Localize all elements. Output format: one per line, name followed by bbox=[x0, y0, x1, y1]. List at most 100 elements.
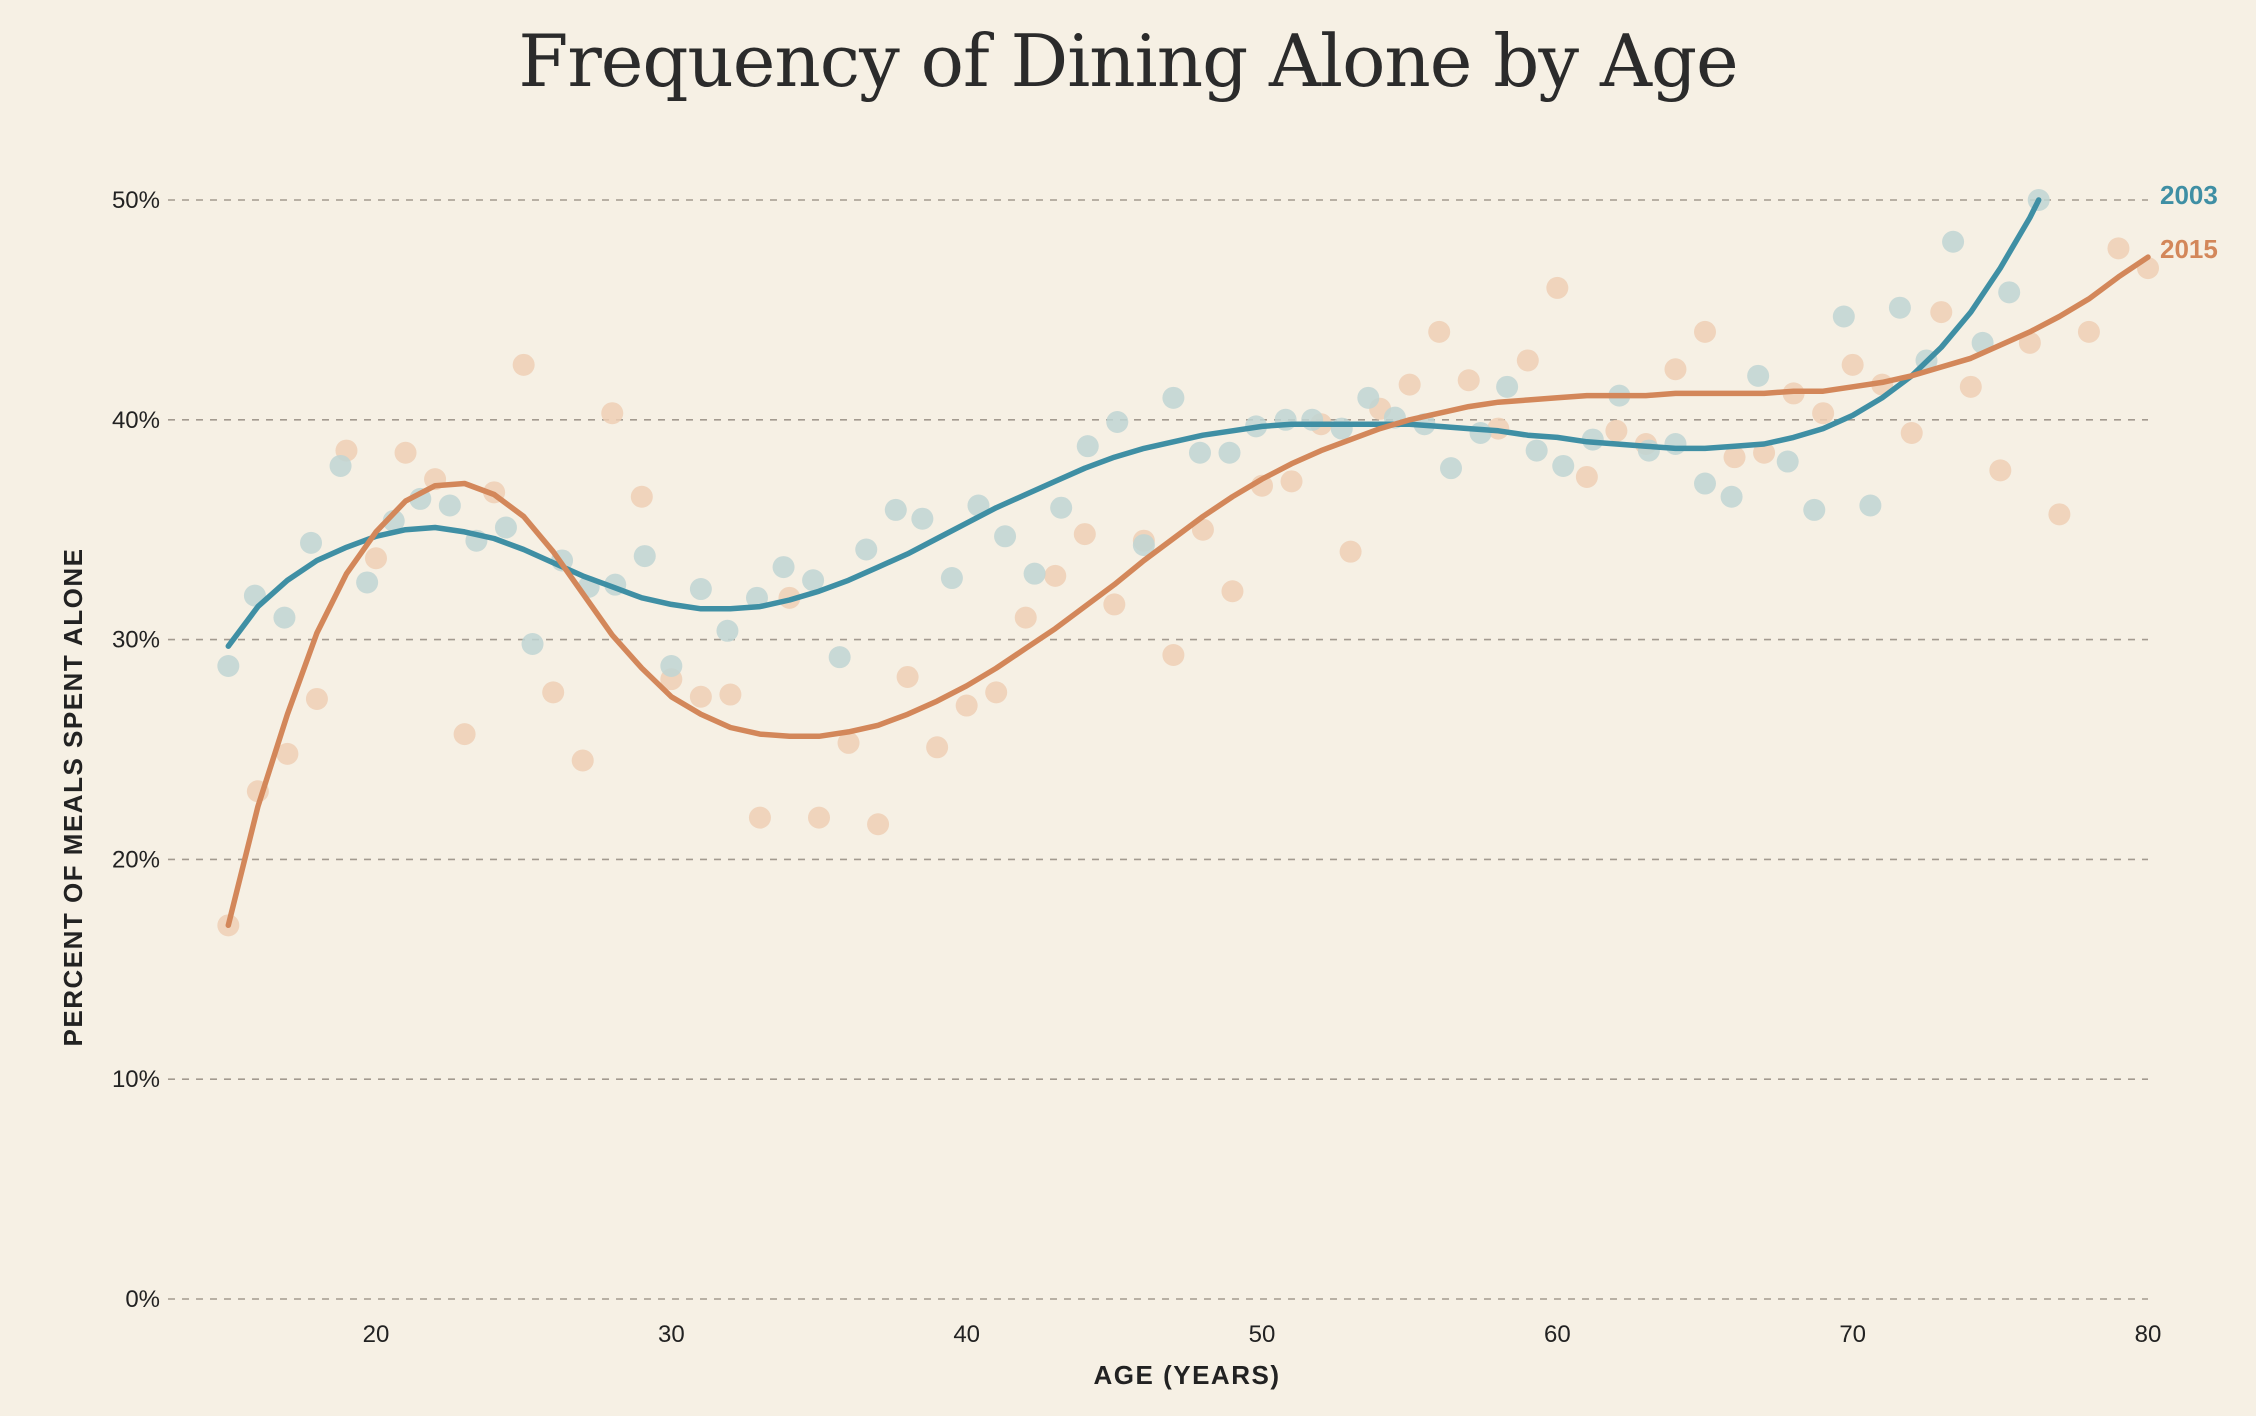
point-2003 bbox=[1050, 496, 1073, 519]
point-2003 bbox=[1552, 454, 1575, 477]
point-2015 bbox=[630, 485, 653, 508]
point-2003 bbox=[494, 516, 517, 539]
point-2003 bbox=[1357, 386, 1380, 409]
point-2015 bbox=[719, 683, 742, 706]
point-2015 bbox=[571, 749, 594, 772]
point-2015 bbox=[1280, 470, 1303, 493]
point-2015 bbox=[1044, 564, 1067, 587]
x-tick-label-40: 40 bbox=[953, 1321, 980, 1348]
point-2003 bbox=[994, 525, 1017, 548]
y-tick-label-20: 20% bbox=[112, 846, 160, 873]
point-2003 bbox=[660, 654, 683, 677]
point-2003 bbox=[828, 646, 851, 669]
point-2015 bbox=[2107, 237, 2130, 260]
point-2015 bbox=[1339, 540, 1362, 563]
point-2003 bbox=[855, 538, 878, 561]
point-2015 bbox=[394, 441, 417, 464]
point-2015 bbox=[1103, 593, 1126, 616]
x-axis-label: AGE (YEARS) bbox=[1094, 1360, 1281, 1390]
trend-line-2015 bbox=[225, 254, 2151, 929]
point-2015 bbox=[1221, 580, 1244, 603]
point-2003 bbox=[1747, 364, 1770, 387]
point-2015 bbox=[1073, 523, 1096, 546]
y-tick-label-10: 10% bbox=[112, 1066, 160, 1093]
point-2003 bbox=[633, 545, 656, 568]
point-2003 bbox=[1888, 296, 1911, 319]
point-2015 bbox=[1428, 320, 1451, 343]
x-tick-label-30: 30 bbox=[658, 1321, 685, 1348]
x-tick-label-80: 80 bbox=[2135, 1321, 2162, 1348]
series-label-2003: 2003 bbox=[2160, 180, 2218, 210]
point-2015 bbox=[453, 723, 476, 746]
point-2015 bbox=[1841, 353, 1864, 376]
point-2015 bbox=[1605, 419, 1628, 442]
point-2003 bbox=[884, 498, 907, 521]
point-2003 bbox=[1525, 439, 1548, 462]
point-2015 bbox=[1989, 459, 2012, 482]
point-2015 bbox=[896, 665, 919, 688]
trend-lines bbox=[225, 197, 2151, 929]
point-2003 bbox=[1218, 441, 1241, 464]
point-2003 bbox=[1832, 305, 1855, 328]
x-tick-label-50: 50 bbox=[1249, 1321, 1276, 1348]
x-tick-label-60: 60 bbox=[1544, 1321, 1571, 1348]
point-2003 bbox=[911, 507, 934, 530]
point-2003 bbox=[689, 578, 712, 601]
point-2015 bbox=[748, 806, 771, 829]
point-2003 bbox=[1664, 432, 1687, 455]
point-2015 bbox=[1457, 369, 1480, 392]
point-2015 bbox=[808, 806, 830, 829]
point-2003 bbox=[1440, 457, 1463, 480]
point-2003 bbox=[1132, 534, 1155, 557]
point-2003 bbox=[1301, 408, 1324, 431]
point-2003 bbox=[356, 571, 379, 594]
point-2003 bbox=[1803, 498, 1826, 521]
point-2015 bbox=[1014, 606, 1037, 629]
point-2015 bbox=[542, 681, 565, 704]
point-2015 bbox=[2048, 503, 2071, 526]
point-2003 bbox=[1942, 230, 1965, 253]
x-tick-label-20: 20 bbox=[363, 1321, 390, 1348]
point-2015 bbox=[837, 731, 860, 754]
point-2015 bbox=[1516, 349, 1539, 372]
point-2015 bbox=[1575, 465, 1598, 488]
point-2003 bbox=[1720, 485, 1743, 508]
point-2003 bbox=[716, 619, 739, 642]
point-2003 bbox=[940, 567, 963, 590]
point-2015 bbox=[2077, 320, 2100, 343]
point-2003 bbox=[217, 654, 240, 677]
point-2015 bbox=[1191, 518, 1214, 541]
point-2003 bbox=[1998, 281, 2021, 304]
y-tick-label-30: 30% bbox=[112, 627, 160, 654]
point-2003 bbox=[1188, 441, 1211, 464]
point-2003 bbox=[273, 606, 296, 629]
point-2003 bbox=[1694, 472, 1716, 495]
scatter-points bbox=[217, 189, 2159, 937]
series-labels: 2003 2015 bbox=[2160, 180, 2218, 264]
point-2003 bbox=[1023, 562, 1046, 585]
point-2015 bbox=[1546, 276, 1569, 299]
point-2015 bbox=[955, 694, 978, 717]
point-2003 bbox=[1330, 417, 1353, 440]
x-tick-label-70: 70 bbox=[1839, 1321, 1866, 1348]
point-2015 bbox=[1664, 358, 1687, 381]
point-2003 bbox=[1076, 435, 1099, 458]
point-2015 bbox=[1930, 301, 1953, 324]
point-2003 bbox=[521, 632, 544, 655]
point-2015 bbox=[689, 685, 712, 708]
point-2015 bbox=[867, 813, 890, 836]
point-2015 bbox=[1694, 320, 1716, 343]
point-2015 bbox=[305, 687, 328, 710]
point-2015 bbox=[926, 736, 949, 759]
y-tick-label-0: 0% bbox=[125, 1286, 160, 1313]
point-2003 bbox=[772, 556, 795, 579]
point-2015 bbox=[512, 353, 535, 376]
point-2015 bbox=[1723, 446, 1746, 469]
point-2003 bbox=[1162, 386, 1185, 409]
point-2015 bbox=[1959, 375, 1982, 398]
point-2015 bbox=[276, 742, 299, 765]
y-tick-label-40: 40% bbox=[112, 407, 160, 434]
point-2015 bbox=[985, 681, 1008, 704]
point-2003 bbox=[329, 454, 352, 477]
point-2015 bbox=[1398, 373, 1421, 396]
